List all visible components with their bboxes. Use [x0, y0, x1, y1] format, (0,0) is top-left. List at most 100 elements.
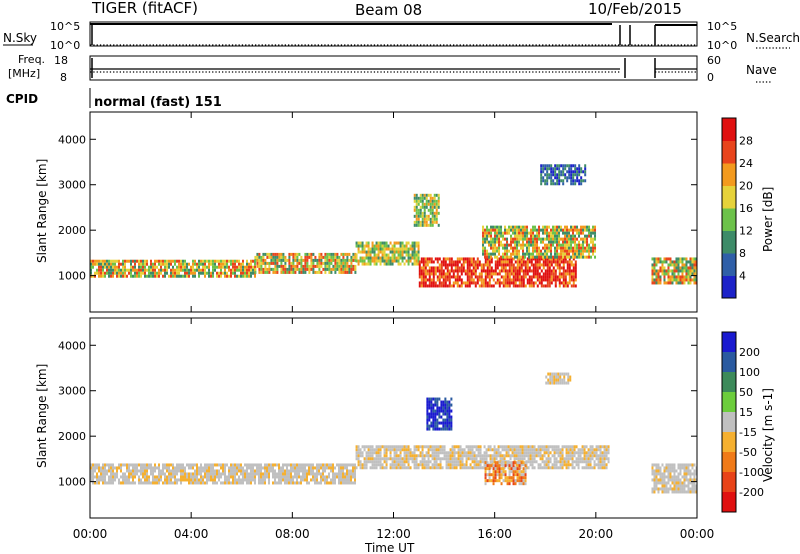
echo-cell [302, 475, 304, 479]
echo-cell [202, 271, 204, 275]
echo-cell [429, 466, 432, 470]
echo-cell [174, 259, 176, 263]
echo-cell [540, 257, 543, 261]
echo-cell [433, 448, 436, 452]
echo-cell [184, 466, 186, 470]
echo-cell [548, 260, 551, 264]
echo-cell [104, 472, 106, 476]
echo-cell [228, 472, 230, 476]
echo-cell [256, 469, 258, 473]
echo-cell [407, 250, 410, 254]
echo-cell [679, 466, 682, 470]
echo-cell [318, 466, 320, 470]
echo-cell [280, 258, 283, 262]
echo-cell [526, 263, 529, 267]
echo-cell [438, 427, 441, 431]
echo-cell [389, 250, 392, 254]
echo-cell [558, 234, 561, 238]
echo-cell [545, 460, 548, 464]
echo-cell [338, 469, 340, 473]
echo-cell [316, 481, 318, 485]
y-tick-label: 3000 [58, 179, 86, 192]
echo-cell [298, 267, 301, 271]
echo-cell [476, 281, 479, 285]
echo-cell [530, 257, 533, 261]
echo-cell [663, 475, 666, 479]
echo-cell [549, 372, 552, 376]
echo-cell [314, 264, 317, 268]
echo-cell [246, 463, 248, 467]
echo-cell [326, 481, 328, 485]
echo-cell [566, 234, 569, 238]
echo-cell [397, 250, 400, 254]
echo-cell [455, 457, 458, 461]
echo-cell [524, 231, 527, 235]
echo-cell [473, 451, 476, 455]
echo-cell [413, 448, 416, 452]
echo-cell [294, 258, 297, 262]
echo-cell [354, 472, 356, 476]
echo-cell [554, 260, 557, 264]
echo-cell [459, 448, 462, 452]
echo-cell [192, 265, 194, 269]
echo-cell [531, 451, 534, 455]
echo-cell [543, 460, 546, 464]
colorbar-swatch [722, 253, 736, 276]
echo-cell [162, 466, 164, 470]
echo-cell [441, 448, 444, 452]
echo-cell [433, 454, 436, 458]
echo-cell [216, 475, 218, 479]
echo-cell [367, 445, 370, 449]
echo-cell [150, 259, 152, 263]
echo-cell [230, 472, 232, 476]
colorbar-tick-label: 8 [739, 247, 746, 260]
echo-cell [379, 250, 382, 254]
echo-cell [425, 454, 428, 458]
echo-cell [435, 457, 438, 461]
echo-cell [471, 451, 474, 455]
echo-cell [180, 268, 182, 272]
echo-cell [560, 266, 563, 270]
echo-cell [574, 237, 577, 241]
echo-cell [433, 193, 436, 197]
echo-cell [572, 249, 575, 253]
echo-cell [516, 275, 519, 279]
echo-cell [216, 469, 218, 473]
echo-cell [391, 445, 394, 449]
echo-cell [423, 208, 426, 212]
echo-cell [120, 274, 122, 278]
echo-cell [212, 478, 214, 482]
echo-cell [393, 457, 396, 461]
echo-cell [531, 466, 534, 470]
echo-cell [324, 466, 326, 470]
echo-cell [516, 473, 519, 477]
echo-cell [437, 211, 440, 215]
colorbar-tick-label: -50 [739, 446, 757, 459]
echo-cell [132, 259, 134, 263]
echo-cell [466, 257, 469, 261]
echo-cell [144, 466, 146, 470]
colorbar-swatch [722, 118, 736, 141]
echo-cell [420, 275, 423, 279]
echo-cell [528, 249, 531, 253]
echo-cell [344, 267, 347, 271]
echo-cell [352, 469, 354, 473]
echo-cell [288, 258, 291, 262]
echo-cell [198, 469, 200, 473]
echo-cell [413, 214, 416, 218]
echo-cell [679, 472, 682, 476]
echo-cell [419, 205, 422, 209]
echo-cell [444, 409, 447, 413]
echo-cell [507, 454, 510, 458]
echo-cell [294, 264, 297, 268]
echo-cell [507, 451, 510, 455]
echo-cell [220, 265, 222, 269]
echo-cell [340, 264, 343, 268]
echo-cell [334, 255, 337, 259]
echo-cell [574, 228, 577, 232]
echo-cell [226, 259, 228, 263]
echo-cell [389, 451, 392, 455]
echo-cell [90, 274, 92, 278]
echo-cell [693, 472, 696, 476]
echo-cell [494, 476, 497, 480]
